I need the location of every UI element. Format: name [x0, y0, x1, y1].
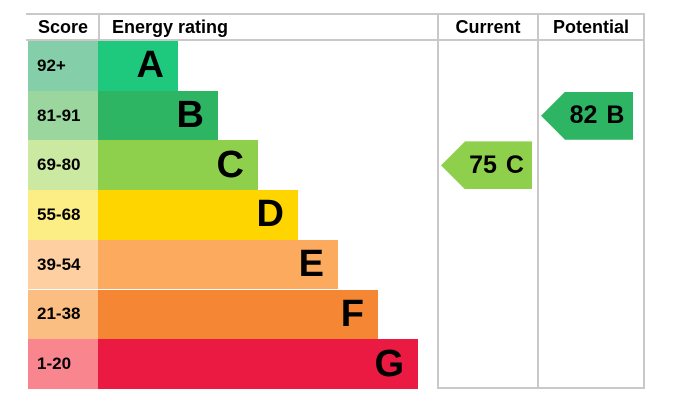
band-row-g: 1-20 G — [28, 339, 418, 389]
potential-column-header: Potential — [552, 17, 629, 37]
grade-letter: D — [256, 193, 284, 236]
score-range-cell: 39-54 — [28, 239, 98, 290]
rating-bar-e: E — [98, 239, 338, 290]
band-row-a: 92+ A — [28, 41, 178, 91]
score-column-divider — [98, 13, 100, 41]
score-range-cell: 69-80 — [28, 140, 98, 191]
potential-column-divider — [537, 13, 539, 389]
score-range-label: 21-38 — [37, 304, 81, 324]
rating-bar-d: D — [98, 190, 298, 240]
potential-rating-grade: B — [606, 101, 625, 130]
grade-letter: G — [374, 342, 404, 385]
score-range-label: 1-20 — [37, 354, 72, 374]
current-column-divider — [437, 13, 439, 389]
rating-bar-c: C — [98, 140, 258, 191]
grade-letter: B — [176, 94, 204, 137]
grade-letter: A — [136, 44, 164, 87]
current-column-header: Current — [455, 17, 521, 37]
score-range-label: 55-68 — [37, 204, 81, 224]
score-range-cell: 1-20 — [28, 339, 98, 389]
score-range-label: 69-80 — [37, 155, 81, 175]
grade-letter: E — [298, 243, 324, 286]
rating-bar-g: G — [98, 339, 418, 389]
score-column-header: Score — [37, 17, 89, 37]
grade-letter: C — [216, 143, 244, 186]
current-rating-value: 75 — [469, 150, 497, 179]
band-row-e: 39-54 E — [28, 239, 338, 290]
score-range-cell: 55-68 — [28, 190, 98, 240]
band-row-c: 69-80 C — [28, 140, 258, 191]
current-rating-grade: C — [505, 150, 524, 179]
band-row-b: 81-91 B — [28, 90, 218, 141]
potential-rating-arrow: 82 B — [541, 91, 633, 140]
score-range-label: 81-91 — [37, 105, 81, 125]
rating-bar-a: A — [98, 41, 178, 91]
score-range-cell: 92+ — [28, 41, 98, 91]
score-range-cell: 81-91 — [28, 90, 98, 141]
header-underline — [26, 39, 643, 41]
table-right-border — [643, 13, 645, 389]
grade-letter: F — [340, 292, 364, 335]
energy-rating-column-header: Energy rating — [112, 17, 229, 37]
score-range-label: 92+ — [37, 55, 66, 75]
rating-bar-f: F — [98, 289, 378, 340]
band-row-f: 21-38 F — [28, 289, 378, 340]
table-top-border — [26, 13, 643, 15]
score-range-cell: 21-38 — [28, 289, 98, 340]
rating-bar-b: B — [98, 90, 218, 141]
score-range-label: 39-54 — [37, 254, 81, 274]
potential-rating-value: 82 — [569, 101, 598, 130]
table-bottom-border — [437, 387, 645, 389]
current-rating-arrow: 75 C — [441, 141, 532, 190]
band-row-d: 55-68 D — [28, 190, 298, 240]
